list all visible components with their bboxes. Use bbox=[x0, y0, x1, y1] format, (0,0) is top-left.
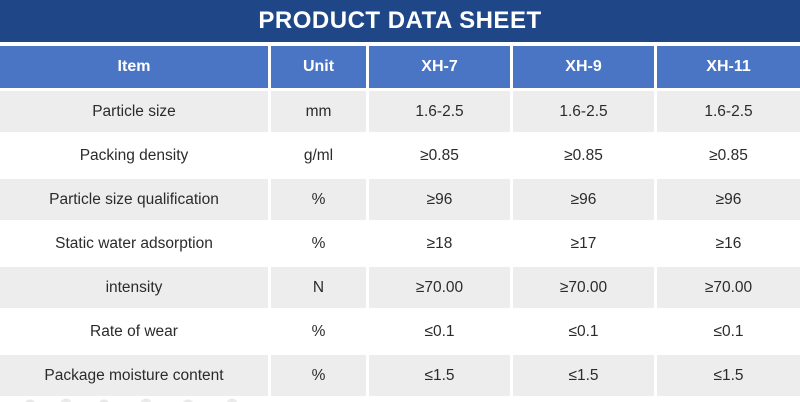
column-header-unit: Unit bbox=[271, 46, 366, 88]
column-header-xh9: XH-9 bbox=[513, 46, 654, 88]
row-item-label: Particle size bbox=[0, 91, 268, 132]
spec-value-cell: ≥0.85 bbox=[369, 135, 510, 176]
product-spec-table: Item Unit XH-7 XH-9 XH-11 Particle size m… bbox=[0, 46, 800, 396]
column-header-xh7: XH-7 bbox=[369, 46, 510, 88]
spec-value-cell: % bbox=[271, 355, 366, 396]
spec-value-cell: ≥17 bbox=[513, 223, 654, 264]
spec-value-cell: % bbox=[271, 311, 366, 352]
row-item-label: intensity bbox=[0, 267, 268, 308]
spec-value-cell: ≥70.00 bbox=[369, 267, 510, 308]
spec-value-cell: ≥0.85 bbox=[657, 135, 800, 176]
spec-value-cell: ≥18 bbox=[369, 223, 510, 264]
column-header-item: Item bbox=[0, 46, 268, 88]
spec-value-cell: ≥70.00 bbox=[657, 267, 800, 308]
spec-value-cell: ≤1.5 bbox=[369, 355, 510, 396]
spec-value-cell: ≥0.85 bbox=[513, 135, 654, 176]
spec-value-cell: % bbox=[271, 223, 366, 264]
page-title: PRODUCT DATA SHEET bbox=[258, 7, 542, 34]
spec-value-cell: ≥96 bbox=[369, 179, 510, 220]
spec-value-cell: ≥96 bbox=[657, 179, 800, 220]
spec-value-cell: ≤0.1 bbox=[657, 311, 800, 352]
bottom-cutoff-artifact bbox=[18, 396, 268, 402]
spec-value-cell: 1.6-2.5 bbox=[657, 91, 800, 132]
spec-value-cell: ≤0.1 bbox=[513, 311, 654, 352]
spec-value-cell: ≥70.00 bbox=[513, 267, 654, 308]
banner: PRODUCT DATA SHEET bbox=[0, 0, 800, 42]
spec-value-cell: 1.6-2.5 bbox=[369, 91, 510, 132]
row-item-label: Packing density bbox=[0, 135, 268, 176]
spec-value-cell: g/ml bbox=[271, 135, 366, 176]
column-header-xh11: XH-11 bbox=[657, 46, 800, 88]
row-item-label: Rate of wear bbox=[0, 311, 268, 352]
row-item-label: Particle size qualification bbox=[0, 179, 268, 220]
row-item-label: Static water adsorption bbox=[0, 223, 268, 264]
spec-value-cell: ≤1.5 bbox=[513, 355, 654, 396]
row-item-label: Package moisture content bbox=[0, 355, 268, 396]
spec-value-cell: ≤0.1 bbox=[369, 311, 510, 352]
spec-value-cell: % bbox=[271, 179, 366, 220]
spec-value-cell: N bbox=[271, 267, 366, 308]
spec-value-cell: mm bbox=[271, 91, 366, 132]
spec-value-cell: ≤1.5 bbox=[657, 355, 800, 396]
spec-value-cell: ≥16 bbox=[657, 223, 800, 264]
spec-value-cell: ≥96 bbox=[513, 179, 654, 220]
spec-value-cell: 1.6-2.5 bbox=[513, 91, 654, 132]
